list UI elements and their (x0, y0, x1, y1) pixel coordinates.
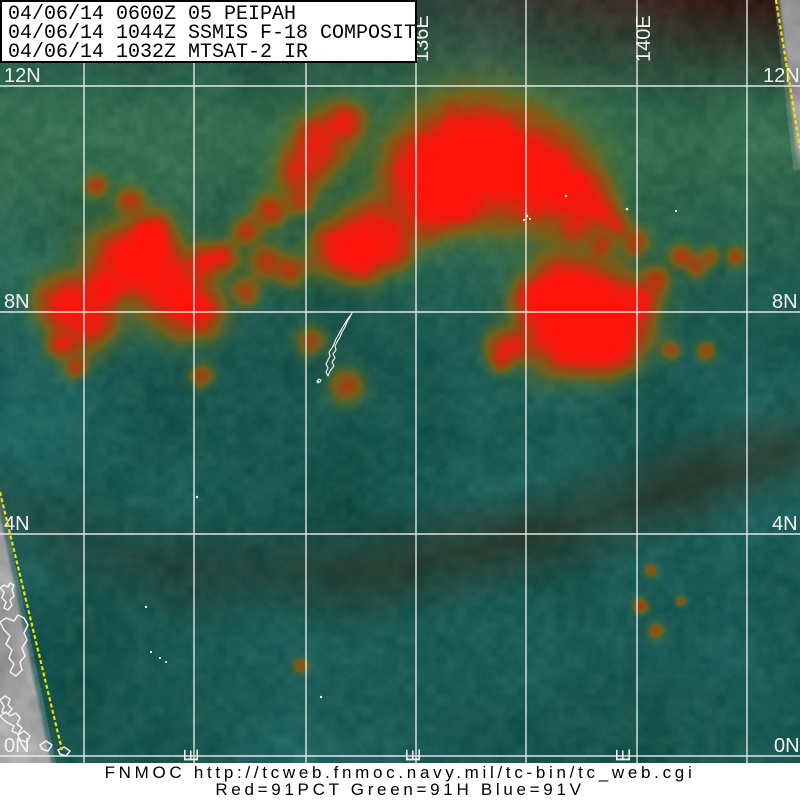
svg-text:E: E (613, 749, 635, 762)
svg-text:0N: 0N (774, 735, 800, 757)
svg-text:0N: 0N (4, 735, 30, 757)
svg-text:12N: 12N (763, 65, 800, 87)
svg-text:E: E (181, 749, 203, 762)
svg-text:4N: 4N (772, 513, 798, 535)
svg-text:140E: 140E (633, 15, 655, 62)
svg-text:8N: 8N (4, 291, 30, 313)
svg-text:12N: 12N (4, 65, 41, 87)
svg-text:04/06/14 1032Z MTSAT-2 IR: 04/06/14 1032Z MTSAT-2 IR (8, 41, 308, 64)
svg-text:8N: 8N (772, 291, 798, 313)
svg-text:E: E (403, 749, 425, 762)
svg-text:Red=91PCT Green=91H Blue=91V: Red=91PCT Green=91H Blue=91V (215, 780, 584, 799)
